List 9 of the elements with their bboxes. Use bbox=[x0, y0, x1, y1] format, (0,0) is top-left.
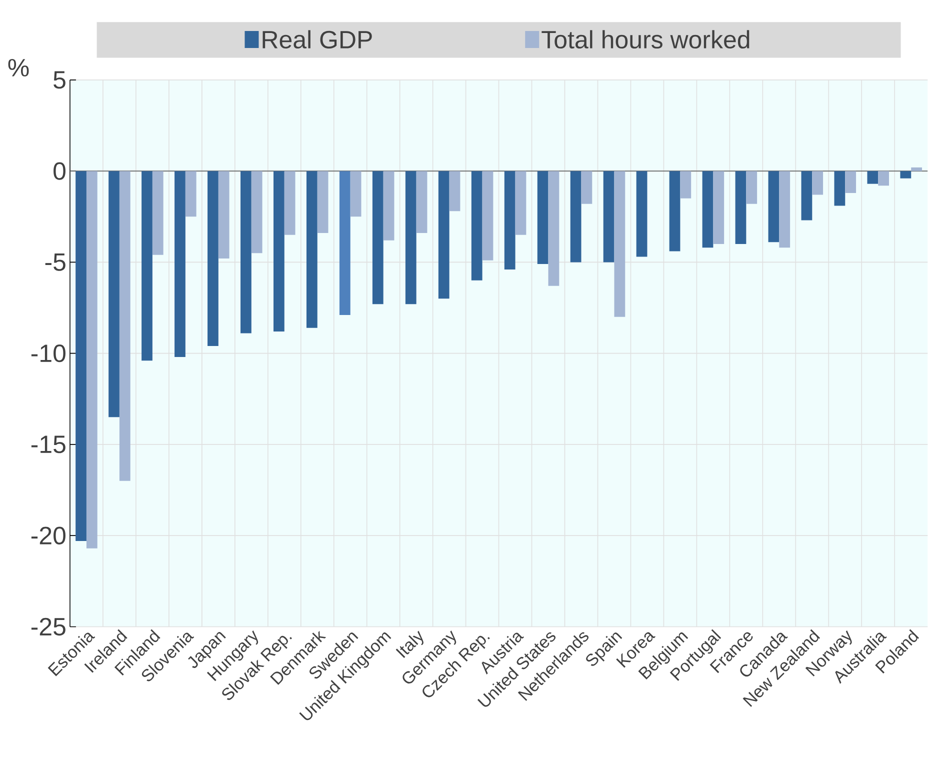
legend-label: Real GDP bbox=[262, 30, 372, 49]
y-tick-label: 5 bbox=[54, 71, 66, 89]
legend-label: Total hours worked bbox=[542, 30, 750, 49]
y-axis-title: % bbox=[8, 59, 29, 77]
y-tick-label: 0 bbox=[54, 162, 66, 180]
y-tick-label: -20 bbox=[31, 526, 66, 545]
y-tick-label: -15 bbox=[31, 436, 66, 454]
y-tick-label: -5 bbox=[45, 254, 66, 272]
y-tick-label: -10 bbox=[31, 344, 66, 362]
